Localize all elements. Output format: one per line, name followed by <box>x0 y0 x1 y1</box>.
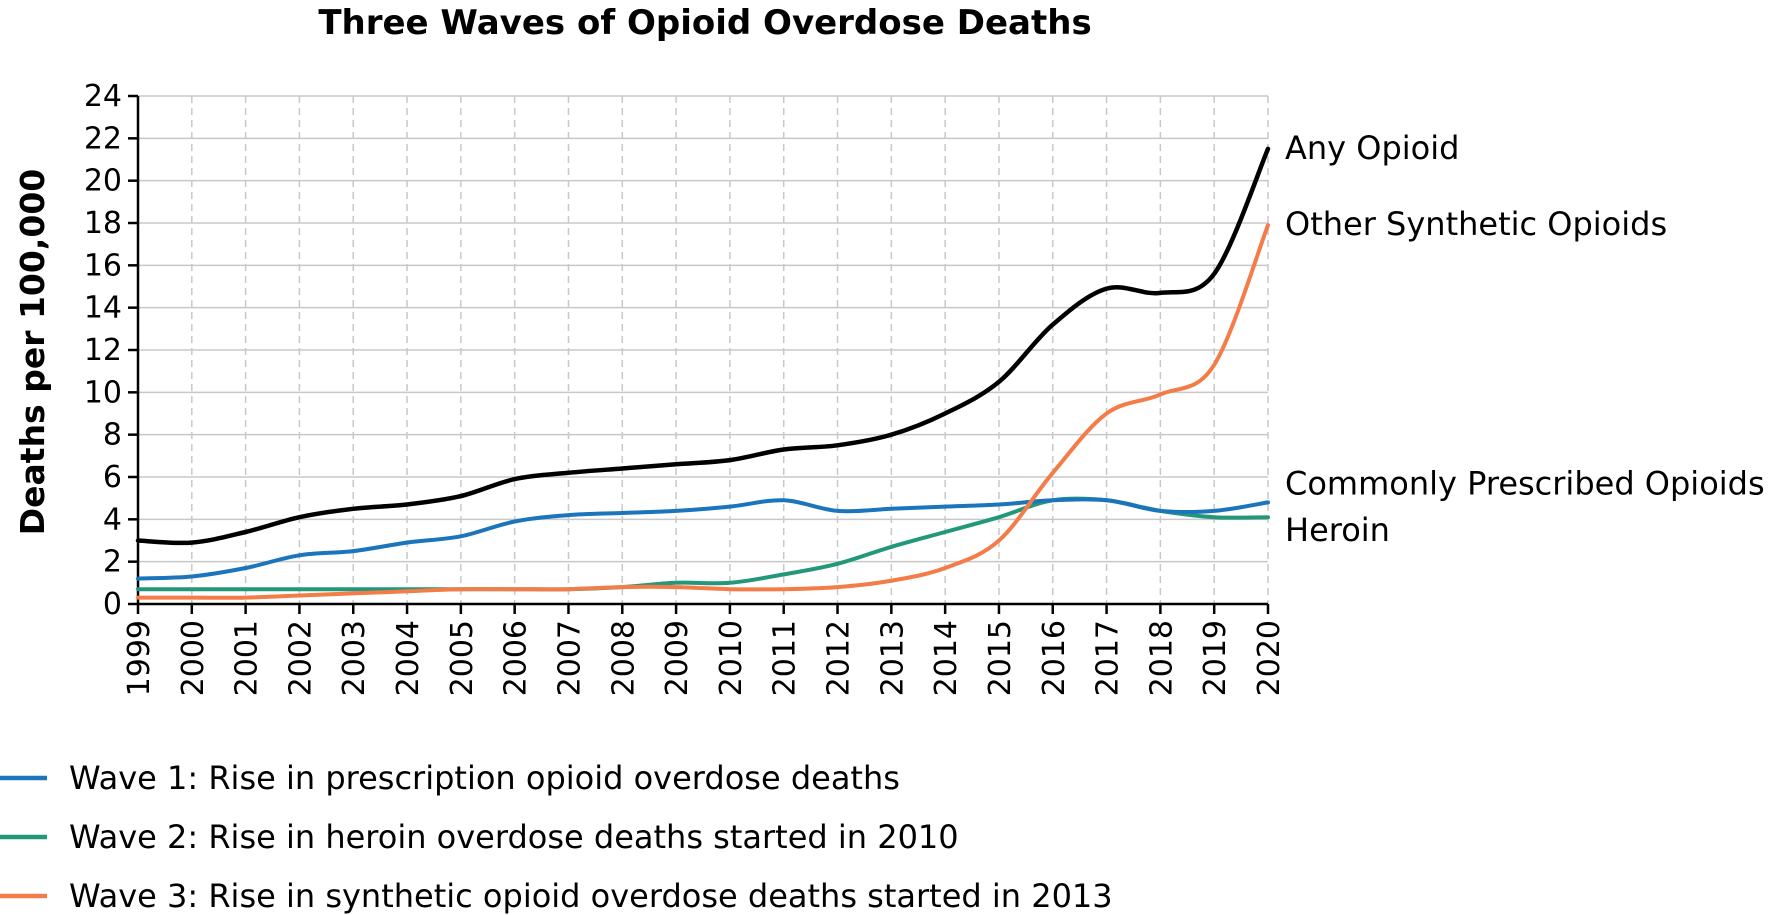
x-tick-label: 2016 <box>1037 620 1072 696</box>
y-tick-label: 4 <box>103 502 122 537</box>
grid <box>138 95 1269 604</box>
legend-label: Wave 2: Rise in heroin overdose deaths s… <box>69 818 959 856</box>
x-tick-label: 2001 <box>230 620 265 696</box>
series-line-other-synthetic-opioids <box>136 223 1270 600</box>
series-line-heroin <box>136 496 1270 592</box>
x-tick-label: 2002 <box>283 620 318 696</box>
y-tick-label: 16 <box>84 248 122 283</box>
x-tick-label: 2006 <box>499 620 534 696</box>
y-tick-label: 0 <box>103 587 122 622</box>
series-label-heroin: Heroin <box>1285 511 1390 549</box>
x-tick-label: 2005 <box>445 620 480 696</box>
legend-label: Wave 1: Rise in prescription opioid over… <box>69 759 900 797</box>
x-tick-label: 2015 <box>983 620 1018 696</box>
x-tick-label: 1999 <box>122 620 157 696</box>
x-tick-label: 2009 <box>660 620 695 696</box>
y-tick-label: 22 <box>84 121 122 156</box>
series-lines <box>135 146 1271 600</box>
x-tick-label: 2000 <box>176 620 211 696</box>
series-label-other-synthetic-opioids: Other Synthetic Opioids <box>1285 205 1667 243</box>
x-tick-label: 2012 <box>822 620 857 696</box>
x-tick-label: 2014 <box>929 620 964 696</box>
x-tick-label: 2011 <box>768 620 803 696</box>
y-tick-label: 12 <box>84 333 122 368</box>
y-tick-label: 10 <box>84 375 122 410</box>
x-tick-label: 2019 <box>1198 620 1233 696</box>
chart-title: Three Waves of Opioid Overdose Deaths <box>318 3 1091 43</box>
series-line-any-opioid <box>135 146 1271 546</box>
x-tick-label: 2003 <box>337 620 372 696</box>
x-tick-label: 2004 <box>391 620 426 696</box>
x-tick-label: 2017 <box>1091 620 1126 696</box>
legend: Wave 1: Rise in prescription opioid over… <box>0 759 1113 915</box>
y-tick-label: 2 <box>103 545 122 580</box>
y-tick-label: 20 <box>84 164 122 199</box>
x-tick-label: 2020 <box>1252 620 1287 696</box>
legend-label: Wave 3: Rise in synthetic opioid overdos… <box>69 877 1113 915</box>
x-tick-label: 2007 <box>552 620 587 696</box>
y-tick-label: 8 <box>103 418 122 453</box>
y-tick-label: 6 <box>103 460 122 495</box>
series-label-commonly-prescribed-opioids: Commonly Prescribed Opioids <box>1285 464 1765 502</box>
y-tick-label: 24 <box>84 79 122 114</box>
y-tick-label: 14 <box>84 291 122 326</box>
y-tick-label: 18 <box>84 206 122 241</box>
series-label-any-opioid: Any Opioid <box>1285 129 1459 167</box>
series-end-labels: Any Opioid Other Synthetic Opioids Commonl… <box>1285 129 1765 549</box>
x-tick-label: 2008 <box>606 620 641 696</box>
series-line-commonly-prescribed-opioids <box>136 497 1270 581</box>
x-tick-label: 2018 <box>1144 620 1179 696</box>
y-axis-label: Deaths per 100,000 <box>13 169 52 536</box>
x-tick-label: 2013 <box>875 620 910 696</box>
x-tick-label: 2010 <box>714 620 749 696</box>
